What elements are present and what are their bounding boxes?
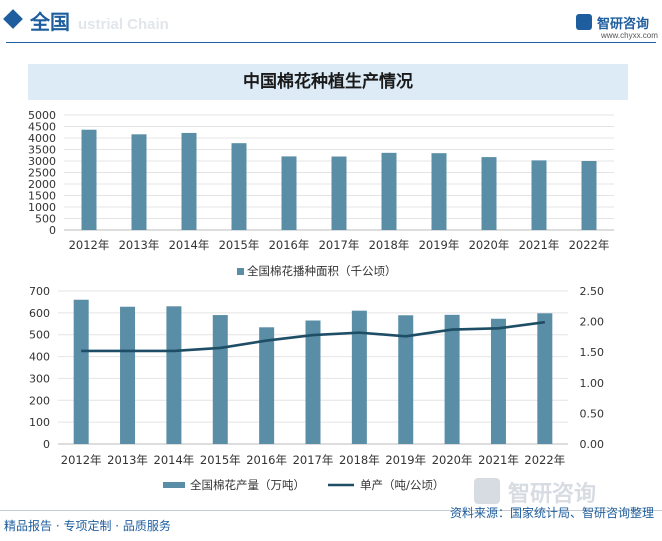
chart-1-xtick-label: 2016年 (269, 238, 310, 252)
chart-2-xtick-label: 2020年 (432, 453, 473, 467)
chart-1-ytick-label: 2500 (28, 167, 56, 180)
chart-2-bar (444, 314, 460, 444)
chart-1-ytick-label: 4000 (28, 132, 56, 145)
chart-2-bar (166, 306, 182, 444)
chart-2-xtick-label: 2012年 (61, 453, 102, 467)
chart-1-legend-label: 全国棉花播种面积（千公顷） (247, 264, 397, 278)
chart-2-legend-bar-label: 全国棉花产量（万吨） (190, 478, 305, 492)
chart-2-xtick-label: 2019年 (385, 453, 426, 467)
chart-2-bar (120, 306, 136, 444)
chart-title-bar: 中国棉花种植生产情况 (28, 64, 628, 100)
chart-2-left-ytick-label: 0 (43, 438, 50, 451)
chart-1-bar (281, 156, 297, 230)
chart-2-left-ytick-label: 100 (29, 416, 50, 429)
header: 全国 ustrial Chain (0, 0, 662, 44)
chart-2-xtick-label: 2013年 (107, 453, 148, 467)
chart-1-xtick-label: 2014年 (169, 238, 210, 252)
header-title: 全国 (30, 10, 70, 34)
chart-2-xtick-label: 2022年 (524, 453, 565, 467)
chart-2-bar (351, 310, 367, 444)
chart-title: 中国棉花种植生产情况 (243, 72, 413, 92)
chart-2-xtick-label: 2016年 (246, 453, 287, 467)
chart-2-left-ytick-label: 700 (29, 285, 50, 298)
chart-2-xtick-label: 2015年 (200, 453, 241, 467)
chart-1-xtick-label: 2012年 (69, 238, 110, 252)
chart-2-left-ytick-label: 500 (29, 329, 50, 342)
chart-2-bar (259, 327, 275, 444)
chart-2-xtick-label: 2017年 (293, 453, 334, 467)
chart-1-bar (381, 152, 397, 230)
footer-source: 资料来源：国家统计局、智研咨询整理 (449, 506, 654, 520)
chart-1-ytick-label: 4500 (28, 121, 56, 134)
chart-1-bar (431, 153, 447, 230)
chart-1-bar (331, 156, 347, 230)
chart-1-xtick-label: 2013年 (119, 238, 160, 252)
chart-1-ytick-label: 2000 (28, 178, 56, 191)
watermark-logo-icon (474, 478, 500, 504)
chart-2-area: 0 100 200 300 400 500 600 700 0.00 0.50 1.00 1.50 2.… (29, 285, 604, 492)
chart-1-xtick-label: 2020年 (469, 238, 510, 252)
chart-1-xtick-label: 2015年 (219, 238, 260, 252)
chart-2-right-ytick-label: 1.50 (580, 346, 605, 359)
chart-1-xtick-label: 2019年 (419, 238, 460, 252)
chart-2-legend-line-label: 单产（吨/公顷） (360, 478, 444, 492)
chart-2-yield-line (81, 320, 545, 353)
chart-1-ytick-label: 1500 (28, 190, 56, 203)
chart-1-bar (481, 157, 497, 230)
chart-1-ytick-label: 3500 (28, 144, 56, 157)
chart-2-xtick-label: 2018年 (339, 453, 380, 467)
chart-2-right-ytick-label: 0.50 (580, 407, 605, 420)
chart-2-left-ytick-label: 600 (29, 307, 50, 320)
chart-2-bar (305, 320, 321, 444)
chart-1-xtick-label: 2021年 (519, 238, 560, 252)
chart-2-right-ytick-label: 2.00 (580, 316, 605, 329)
header-ghost-text: ustrial Chain (78, 16, 169, 33)
chart-2-left-ytick-label: 400 (29, 351, 50, 364)
watermark-brand-name: 智研咨询 (508, 482, 597, 507)
footer-divider (0, 510, 662, 511)
chart-2-left-ytick-label: 200 (29, 394, 50, 407)
chart-2-bar (398, 315, 414, 444)
chart-1-bar (531, 160, 547, 230)
chart-1-ytick-label: 500 (35, 213, 56, 226)
chart-2-bar (212, 315, 228, 444)
chart-2-xtick-label: 2021年 (478, 453, 519, 467)
chart-1-area: 0500100015002000250030003500400045005000… (28, 109, 614, 278)
chart-2-right-ytick-label: 1.00 (580, 377, 605, 390)
chart-1-bar (581, 161, 597, 230)
chart-1-xtick-label: 2018年 (369, 238, 410, 252)
chart-1-bar (81, 129, 97, 230)
brand-logo-icon (576, 14, 592, 30)
watermark-logo: 智研咨询 (474, 476, 654, 507)
header-divider (6, 42, 656, 43)
chart-1-bar (131, 134, 147, 230)
chart-2-right-ytick-label: 2.50 (580, 285, 605, 298)
chart-1-bar (181, 132, 197, 230)
chart-2-bar (490, 318, 506, 444)
chart-1-xtick-label: 2022年 (569, 238, 610, 252)
chart-1-ytick-label: 1000 (28, 201, 56, 214)
chart-1-bar (231, 143, 247, 230)
chart-2-right-ytick-label: 0.00 (580, 438, 605, 451)
chart-2-xtick-label: 2014年 (154, 453, 195, 467)
footer-tagline: 精品报告 · 专项定制 · 品质服务 (4, 519, 171, 533)
brand-url: www.chyxx.com (601, 31, 658, 40)
chart-1-legend-swatch (237, 268, 244, 275)
chart-1-ytick-label: 0 (49, 224, 56, 237)
brand-name: 智研咨询 (597, 17, 650, 32)
chart-1-ytick-label: 3000 (28, 155, 56, 168)
chart-2-legend-bar-swatch (163, 482, 185, 488)
chart-2-bar (73, 299, 89, 444)
chart-1-ytick-label: 5000 (28, 109, 56, 122)
chart-2-left-ytick-label: 300 (29, 372, 50, 385)
chart-1-xtick-label: 2017年 (319, 238, 360, 252)
chart-2-bar (537, 313, 553, 444)
